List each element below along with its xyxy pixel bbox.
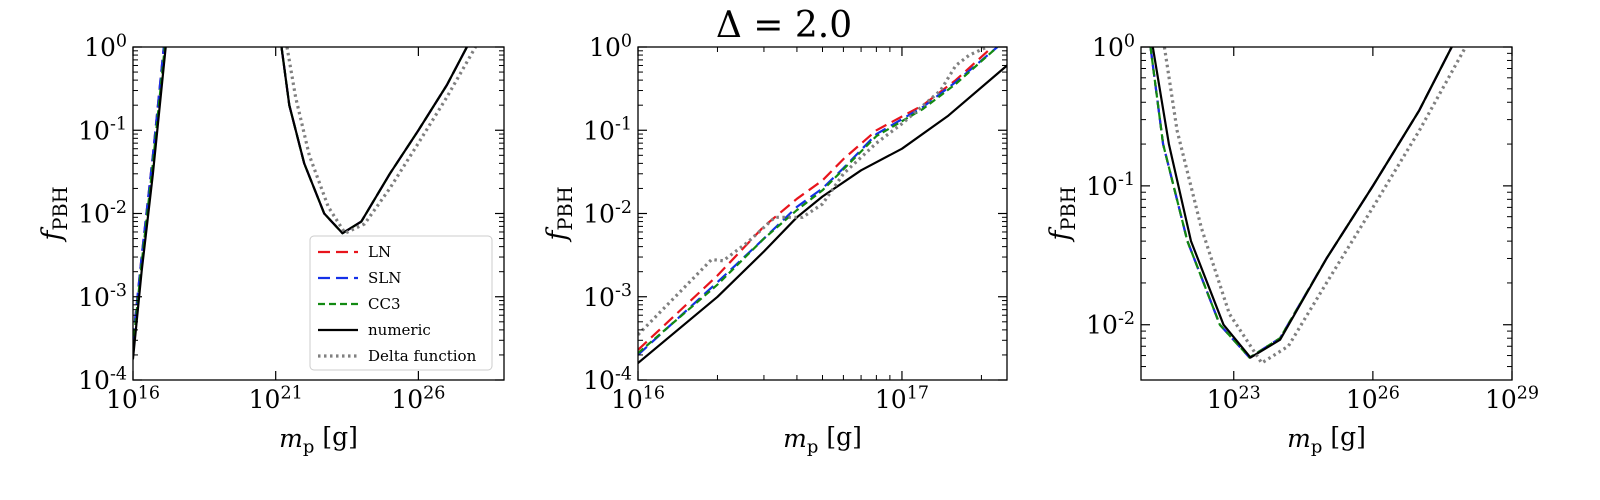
y-tick-label: 10-2 [78, 198, 127, 229]
panel-3: 1023 1026 1029 10-2 10-1 100 mp [g] fPBH [1045, 31, 1539, 457]
series-group [1149, 47, 1467, 365]
series-line-delta-function [1162, 47, 1467, 365]
series-line-numeric [638, 64, 1007, 365]
x-axis-label: mp [g] [279, 422, 358, 458]
legend-entry-label: Delta function [368, 347, 477, 365]
y-tick-label: 10-4 [78, 364, 127, 395]
series-line-ln [638, 47, 994, 351]
series-line-cc3 [280, 47, 468, 235]
x-tick-label: 1023 [1207, 383, 1261, 414]
legend-entry-label: LN [368, 243, 391, 261]
x-tick-label: 1016 [611, 383, 665, 414]
legend-entry-label: SLN [368, 269, 401, 287]
series-line-sln [638, 47, 999, 356]
series-line-delta-function [638, 47, 988, 336]
x-tick-label: 1026 [391, 383, 445, 414]
y-tick-label: 10-2 [1086, 309, 1135, 340]
y-tick-label: 10-1 [78, 115, 127, 146]
x-tick-label: 1016 [106, 383, 160, 414]
figure-title: Δ = 2.0 [716, 5, 852, 46]
y-tick-label: 10-1 [583, 115, 632, 146]
x-tick-label: 1021 [249, 383, 303, 414]
series-line-sln [280, 47, 468, 235]
y-axis-label: fPBH [1045, 186, 1080, 242]
y-tick-label: 100 [589, 31, 632, 62]
x-tick-label: 1026 [1346, 383, 1400, 414]
axes-frame [637, 46, 1008, 381]
y-tick-label: 10-3 [583, 281, 632, 312]
series-line-numeric [1151, 47, 1453, 359]
panel-2: 1016 1017 10-4 10-3 10-2 10-1 100 mp [g] fPBH [542, 31, 1008, 458]
series-line-numeric [133, 47, 167, 360]
legend: LN SLN CC3 numeric Delta function [309, 235, 493, 371]
y-tick-label: 100 [84, 31, 127, 62]
y-tick-label: 100 [1092, 31, 1135, 62]
series-line-cc3 [1149, 47, 1453, 359]
series-line-delta-function [285, 47, 477, 235]
series-line-ln [280, 47, 468, 235]
legend-box [309, 235, 493, 371]
x-tick-label: 1017 [875, 383, 929, 414]
legend-entry-label: CC3 [368, 295, 401, 313]
panel-1: 1016 1021 1026 10-4 10-3 10-2 10-1 100 mp [g] fPB… [37, 31, 505, 458]
series-line-sln [1149, 47, 1453, 359]
y-axis-label: fPBH [37, 186, 72, 242]
axes-frame [1140, 46, 1513, 381]
y-axis-label: fPBH [542, 186, 577, 242]
y-tick-label: 10-4 [583, 364, 632, 395]
x-tick-label: 1029 [1485, 383, 1539, 414]
y-tick-label: 10-1 [1086, 170, 1135, 201]
y-tick-label: 10-3 [78, 281, 127, 312]
x-axis-label: mp [g] [783, 422, 862, 458]
x-axis-label: mp [g] [1287, 422, 1366, 458]
series-line-cc3 [638, 47, 999, 355]
panels: 1016 1021 1026 10-4 10-3 10-2 10-1 100 mp [g] fPB… [37, 31, 1539, 457]
series-line-ln [1149, 47, 1453, 359]
series-group [638, 47, 1007, 365]
series-line-numeric [280, 47, 468, 235]
y-tick-label: 10-2 [583, 198, 632, 229]
series-group [133, 47, 477, 360]
legend-entry-label: numeric [368, 321, 431, 339]
